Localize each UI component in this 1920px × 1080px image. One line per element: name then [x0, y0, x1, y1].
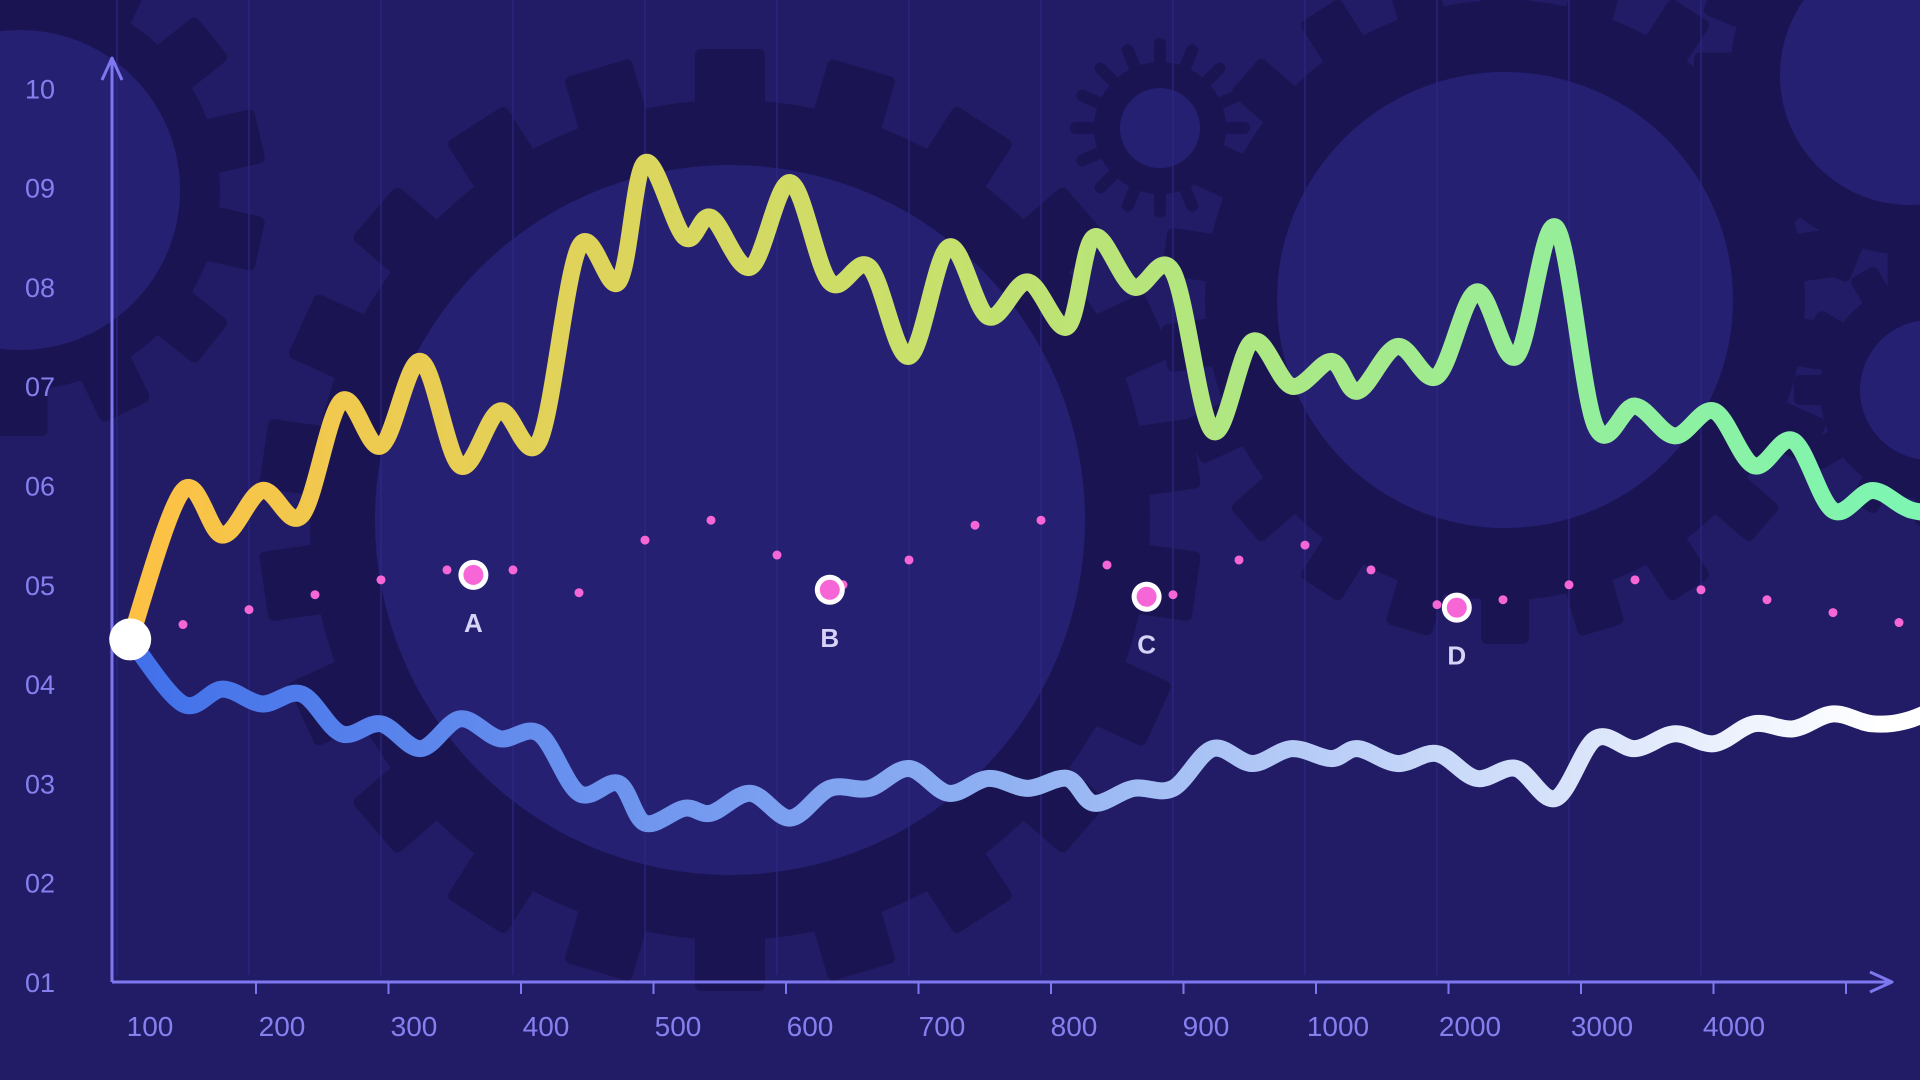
lower-series-line	[121, 630, 1920, 833]
annotation-label: D	[1447, 641, 1466, 671]
chart-axes	[100, 56, 1894, 994]
chart-series	[121, 154, 1920, 833]
y-tick-label: 08	[25, 273, 55, 303]
y-axis-ticks: 01 02 03 04 05 06 07 08 09 10	[25, 74, 55, 998]
dotted-series-point	[772, 550, 782, 560]
y-axis-arrow-icon	[100, 56, 124, 81]
annotation-label: A	[464, 608, 483, 638]
dotted-series-point	[244, 605, 254, 615]
large-gear-icon	[259, 49, 1201, 991]
dotted-series-point	[1366, 565, 1376, 575]
dotted-series-point	[1102, 560, 1112, 570]
y-tick-label: 04	[25, 670, 55, 700]
dotted-series-point	[1168, 590, 1178, 600]
y-tick-label: 07	[25, 372, 55, 402]
x-tick-label: 2000	[1439, 1011, 1501, 1042]
small-sun-gear-icon	[1070, 38, 1250, 218]
dotted-series-point	[1696, 585, 1706, 595]
dotted-series-point	[1234, 555, 1244, 565]
dotted-series-point	[178, 620, 188, 630]
y-tick-label: 06	[25, 472, 55, 502]
y-tick-label: 05	[25, 571, 55, 601]
dotted-series-point	[1498, 595, 1508, 605]
dotted-series-point	[904, 555, 914, 565]
chart-annotations: A B C D	[458, 559, 1472, 671]
dotted-series-point	[1630, 575, 1640, 585]
x-tick-label: 100	[127, 1011, 174, 1042]
x-axis-ticks: 100 200 300 400 500 600 700 800 900 1000 2000 3000 4…	[127, 982, 1847, 1042]
x-tick-label: 500	[655, 1011, 702, 1042]
x-tick-label: 1000	[1307, 1011, 1369, 1042]
dotted-series-point	[1300, 540, 1310, 550]
annotation-marker	[1446, 597, 1467, 618]
x-tick-label: 700	[919, 1011, 966, 1042]
dotted-series-point	[1762, 595, 1772, 605]
x-tick-label: 3000	[1571, 1011, 1633, 1042]
dotted-series-point	[376, 575, 386, 585]
x-axis-arrow-icon	[1869, 970, 1894, 994]
dotted-series-point	[508, 565, 518, 575]
upper-series-line	[121, 154, 1920, 648]
dotted-series-point	[970, 520, 980, 530]
y-tick-label: 09	[25, 174, 55, 204]
x-tick-label: 900	[1183, 1011, 1230, 1042]
dotted-series-point	[640, 535, 650, 545]
annotation-marker	[463, 564, 484, 585]
edge-gear-icon	[1794, 254, 1920, 526]
dotted-series-point	[1036, 515, 1046, 525]
x-tick-label: 200	[259, 1011, 306, 1042]
x-tick-label: 4000	[1703, 1011, 1765, 1042]
end-markers	[109, 618, 152, 661]
annotation-label: B	[820, 623, 839, 653]
top-right-gear-icon	[1694, 0, 1920, 291]
dotted-series-point	[442, 565, 452, 575]
x-tick-label: 400	[523, 1011, 570, 1042]
x-tick-label: 600	[787, 1011, 834, 1042]
y-tick-label: 03	[25, 769, 55, 799]
dotted-series-point	[1894, 618, 1904, 628]
annotation-label: C	[1137, 630, 1156, 660]
y-tick-label: 10	[25, 74, 55, 104]
dotted-series-point	[1828, 608, 1838, 618]
x-tick-label: 800	[1051, 1011, 1098, 1042]
dotted-series-point	[1432, 600, 1442, 610]
x-tick-label: 300	[391, 1011, 438, 1042]
y-tick-label: 01	[25, 968, 55, 998]
left-gear-icon	[0, 0, 265, 436]
dotted-series-point	[310, 590, 320, 600]
y-tick-label: 02	[25, 869, 55, 899]
end-marker	[109, 618, 152, 661]
annotation-marker	[1136, 586, 1157, 607]
dotted-series-point	[574, 588, 584, 598]
dotted-series-point	[1564, 580, 1574, 590]
dotted-series-point	[706, 515, 716, 525]
annotation-marker	[819, 579, 840, 600]
